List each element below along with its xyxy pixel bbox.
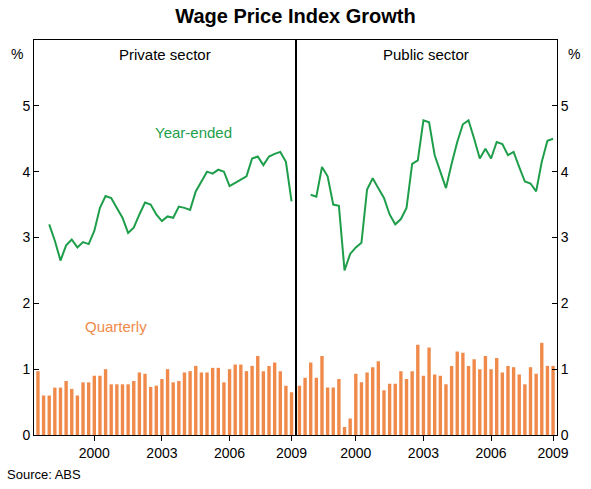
svg-text:5: 5 <box>22 98 30 114</box>
svg-text:Year-ended: Year-ended <box>155 124 232 141</box>
svg-text:0: 0 <box>22 427 30 443</box>
svg-text:3: 3 <box>561 229 569 245</box>
svg-text:Quarterly: Quarterly <box>85 318 147 335</box>
svg-text:Public sector: Public sector <box>383 46 469 63</box>
svg-text:3: 3 <box>22 229 30 245</box>
svg-text:1: 1 <box>561 361 569 377</box>
svg-text:2: 2 <box>561 295 569 311</box>
svg-text:%: % <box>568 46 580 62</box>
svg-text:2009: 2009 <box>276 445 307 461</box>
svg-text:2009: 2009 <box>537 445 568 461</box>
svg-text:Wage Price Index Growth: Wage Price Index Growth <box>175 5 415 27</box>
svg-text:4: 4 <box>22 164 30 180</box>
svg-text:2006: 2006 <box>214 445 245 461</box>
svg-text:4: 4 <box>561 164 569 180</box>
svg-text:2: 2 <box>22 295 30 311</box>
svg-text:0: 0 <box>561 427 569 443</box>
svg-text:2000: 2000 <box>340 445 371 461</box>
svg-text:2006: 2006 <box>475 445 506 461</box>
svg-text:%: % <box>11 46 23 62</box>
svg-text:2003: 2003 <box>146 445 177 461</box>
svg-text:5: 5 <box>561 98 569 114</box>
svg-text:2000: 2000 <box>79 445 110 461</box>
svg-text:1: 1 <box>22 361 30 377</box>
svg-text:2003: 2003 <box>408 445 439 461</box>
svg-text:Source: ABS: Source: ABS <box>7 467 81 482</box>
svg-text:Private sector: Private sector <box>119 46 211 63</box>
